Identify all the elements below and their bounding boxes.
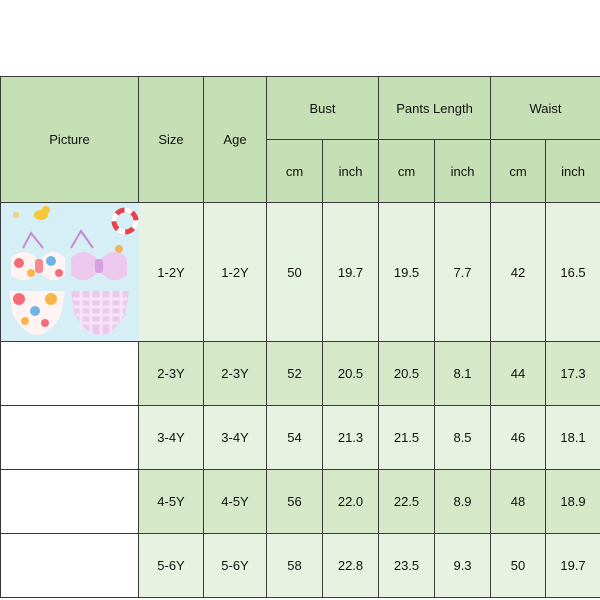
age-cell: 2-3Y [203,341,267,406]
bust-inch-cell: 22.0 [321,469,380,534]
waist-cm-cell: 46 [490,405,547,470]
pants-inch-cell: 8.1 [434,341,492,406]
unit-pants-inch: inch [434,139,492,203]
header-size: Size [138,76,204,203]
pants-cm-cell: 23.5 [378,533,436,598]
pants-cm-cell: 19.5 [378,202,436,342]
product-photo [1,203,139,341]
header-waist: Waist [490,76,600,140]
waist-inch-cell: 19.7 [545,533,600,598]
pants-inch-cell: 8.9 [434,469,492,534]
waist-cm-cell: 44 [490,341,547,406]
header-age: Age [203,76,267,203]
size-cell: 2-3Y [138,341,204,406]
header-picture: Picture [0,76,139,203]
size-cell: 4-5Y [138,469,204,534]
table-row: 3-4Y 3-4Y 54 21.3 21.5 8.5 46 18.1 [0,405,600,470]
bust-cm-cell: 52 [266,341,323,406]
size-cell: 3-4Y [138,405,204,470]
picture-empty-cell [0,533,139,598]
bust-inch-cell: 19.7 [321,202,380,342]
table-row: 5-6Y 5-6Y 58 22.8 23.5 9.3 50 19.7 [0,533,600,598]
pants-cm-cell: 20.5 [378,341,436,406]
table-row: 1-2Y 1-2Y 50 19.7 19.5 7.7 42 16.5 [0,202,600,342]
unit-waist-cm: cm [490,139,547,203]
waist-cm-cell: 50 [490,533,547,598]
unit-waist-inch: inch [545,139,600,203]
bust-inch-cell: 20.5 [321,341,380,406]
picture-empty-cell [0,405,139,470]
unit-pants-cm: cm [378,139,436,203]
age-cell: 3-4Y [203,405,267,470]
product-picture-cell [0,202,139,342]
size-cell: 1-2Y [138,202,204,342]
unit-bust-cm: cm [266,139,323,203]
picture-empty-cell [0,469,139,534]
table-row: 2-3Y 2-3Y 52 20.5 20.5 8.1 44 17.3 [0,341,600,406]
bust-cm-cell: 58 [266,533,323,598]
waist-inch-cell: 16.5 [545,202,600,342]
age-cell: 5-6Y [203,533,267,598]
bust-cm-cell: 50 [266,202,323,342]
table-row: 4-5Y 4-5Y 56 22.0 22.5 8.9 48 18.9 [0,469,600,534]
pants-cm-cell: 22.5 [378,469,436,534]
size-chart-table: Picture Size Age Bust Pants Length Waist… [0,76,600,598]
bust-inch-cell: 22.8 [321,533,380,598]
pants-cm-cell: 21.5 [378,405,436,470]
header-pants-length: Pants Length [378,76,492,140]
unit-bust-inch: inch [321,139,380,203]
waist-cm-cell: 48 [490,469,547,534]
pants-inch-cell: 7.7 [434,202,492,342]
header-bust: Bust [265,76,380,140]
pants-inch-cell: 8.5 [434,405,492,470]
bust-cm-cell: 54 [266,405,323,470]
bust-cm-cell: 56 [266,469,323,534]
bust-inch-cell: 21.3 [321,405,380,470]
waist-inch-cell: 17.3 [545,341,600,406]
waist-inch-cell: 18.1 [545,405,600,470]
waist-inch-cell: 18.9 [545,469,600,534]
waist-cm-cell: 42 [490,202,547,342]
age-cell: 1-2Y [203,202,267,342]
age-cell: 4-5Y [203,469,267,534]
size-cell: 5-6Y [138,533,204,598]
picture-empty-cell [0,341,139,406]
pants-inch-cell: 9.3 [434,533,492,598]
